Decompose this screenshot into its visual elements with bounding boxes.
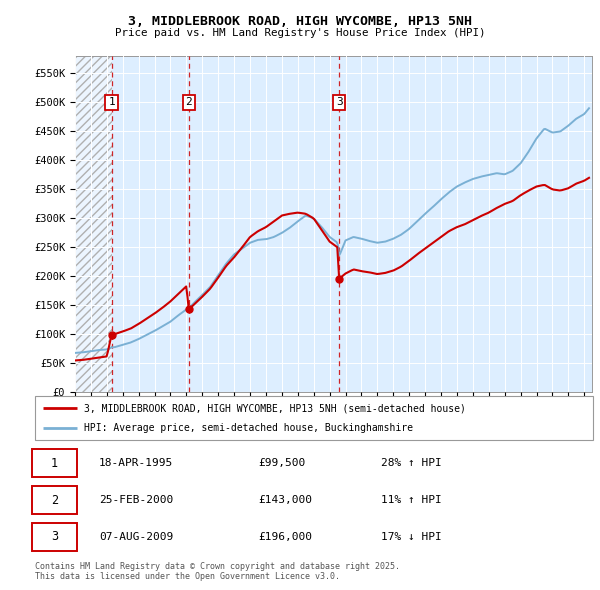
Text: 1: 1 xyxy=(108,97,115,107)
FancyBboxPatch shape xyxy=(32,450,77,477)
Text: 3: 3 xyxy=(336,97,343,107)
Text: Price paid vs. HM Land Registry's House Price Index (HPI): Price paid vs. HM Land Registry's House … xyxy=(115,28,485,38)
Text: 17% ↓ HPI: 17% ↓ HPI xyxy=(381,532,442,542)
Point xyxy=(107,330,116,339)
Text: Contains HM Land Registry data © Crown copyright and database right 2025.
This d: Contains HM Land Registry data © Crown c… xyxy=(35,562,400,581)
Point xyxy=(184,304,194,314)
Text: £143,000: £143,000 xyxy=(258,495,312,505)
Text: 3, MIDDLEBROOK ROAD, HIGH WYCOMBE, HP13 5NH: 3, MIDDLEBROOK ROAD, HIGH WYCOMBE, HP13 … xyxy=(128,15,472,28)
Polygon shape xyxy=(75,56,112,392)
Text: 28% ↑ HPI: 28% ↑ HPI xyxy=(381,458,442,468)
Text: 3, MIDDLEBROOK ROAD, HIGH WYCOMBE, HP13 5NH (semi-detached house): 3, MIDDLEBROOK ROAD, HIGH WYCOMBE, HP13 … xyxy=(84,403,466,413)
Text: 1: 1 xyxy=(51,457,58,470)
Text: £99,500: £99,500 xyxy=(258,458,305,468)
Text: 25-FEB-2000: 25-FEB-2000 xyxy=(99,495,173,505)
FancyBboxPatch shape xyxy=(32,523,77,550)
Text: 11% ↑ HPI: 11% ↑ HPI xyxy=(381,495,442,505)
Text: 18-APR-1995: 18-APR-1995 xyxy=(99,458,173,468)
Text: 2: 2 xyxy=(185,97,192,107)
Text: HPI: Average price, semi-detached house, Buckinghamshire: HPI: Average price, semi-detached house,… xyxy=(84,423,413,433)
Text: 3: 3 xyxy=(51,530,58,543)
FancyBboxPatch shape xyxy=(35,396,593,440)
FancyBboxPatch shape xyxy=(32,486,77,514)
Point xyxy=(334,274,344,283)
Text: 07-AUG-2009: 07-AUG-2009 xyxy=(99,532,173,542)
Text: £196,000: £196,000 xyxy=(258,532,312,542)
Text: 2: 2 xyxy=(51,493,58,507)
